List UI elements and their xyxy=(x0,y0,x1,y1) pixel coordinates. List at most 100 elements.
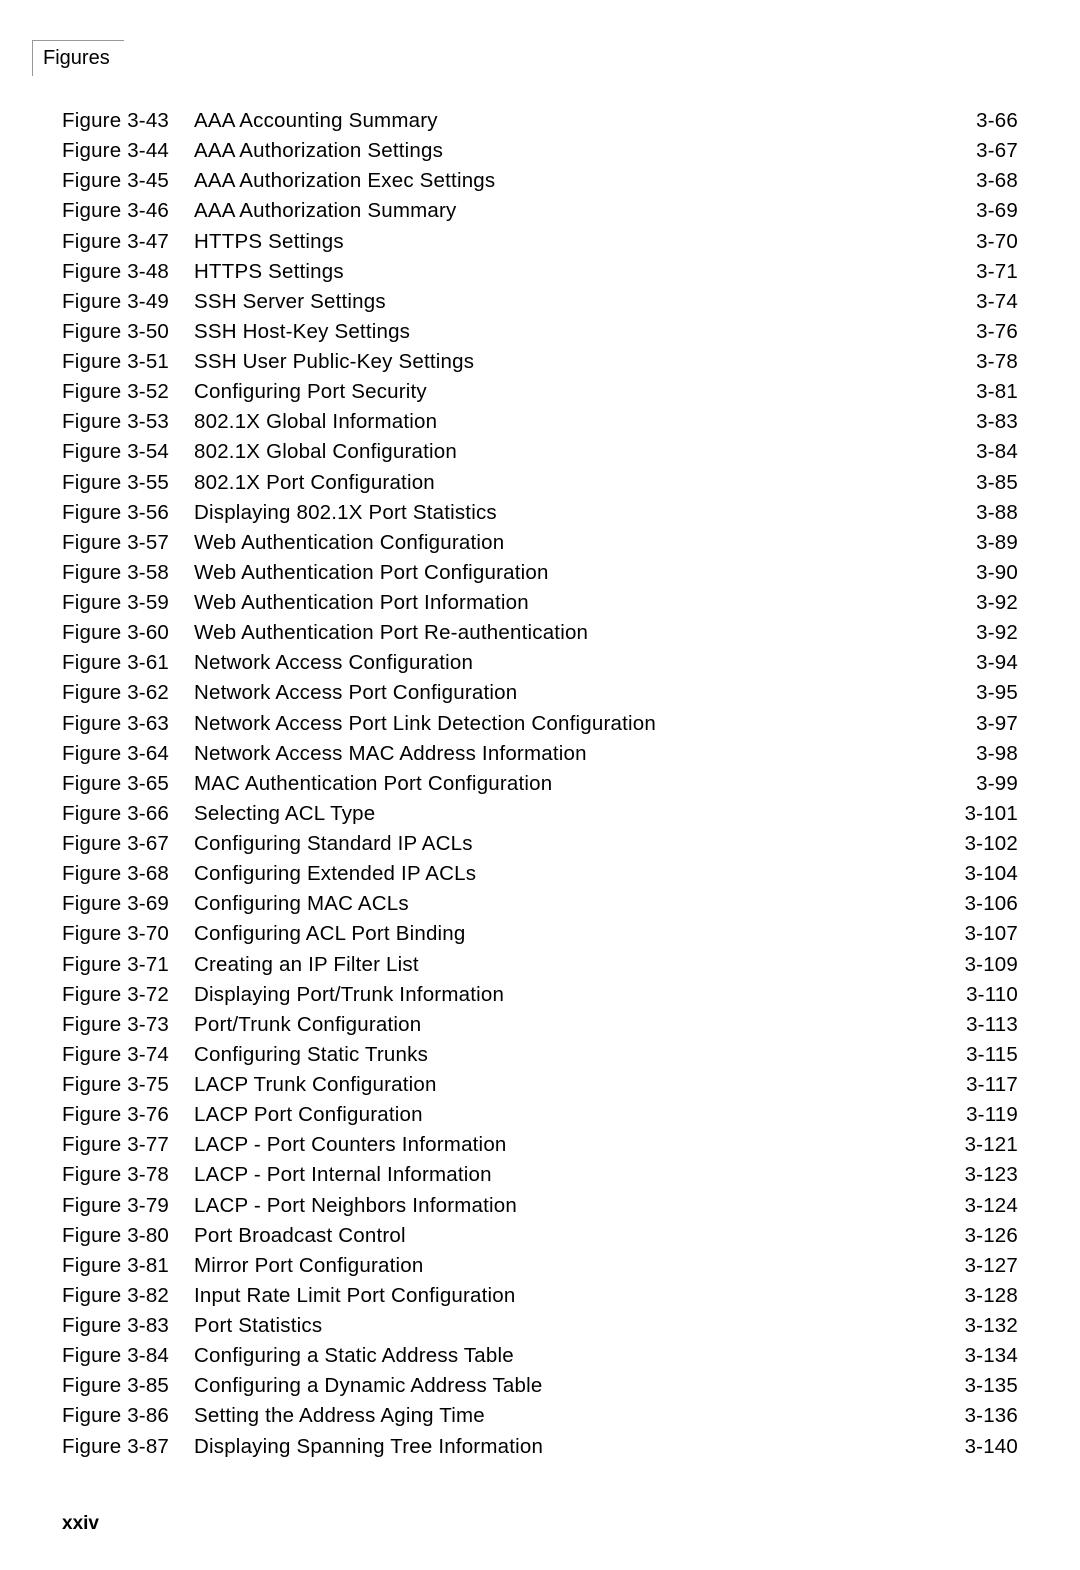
figure-row: Figure 3-63Network Access Port Link Dete… xyxy=(62,709,1018,739)
figure-title: Mirror Port Configuration xyxy=(194,1251,938,1281)
figure-page: 3-90 xyxy=(938,558,1018,588)
figure-page: 3-88 xyxy=(938,498,1018,528)
figure-row: Figure 3-87Displaying Spanning Tree Info… xyxy=(62,1432,1018,1462)
figure-page: 3-126 xyxy=(938,1221,1018,1251)
figure-title: HTTPS Settings xyxy=(194,257,938,287)
figure-page: 3-70 xyxy=(938,227,1018,257)
figure-page: 3-92 xyxy=(938,618,1018,648)
figure-page: 3-136 xyxy=(938,1401,1018,1431)
figure-title: Input Rate Limit Port Configuration xyxy=(194,1281,938,1311)
figure-label: Figure 3-72 xyxy=(62,980,194,1010)
figure-label: Figure 3-55 xyxy=(62,468,194,498)
figure-title: HTTPS Settings xyxy=(194,227,938,257)
figure-label: Figure 3-83 xyxy=(62,1311,194,1341)
figure-label: Figure 3-59 xyxy=(62,588,194,618)
figure-page: 3-104 xyxy=(938,859,1018,889)
figure-row: Figure 3-50SSH Host-Key Settings3-76 xyxy=(62,317,1018,347)
figure-title: Network Access Configuration xyxy=(194,648,938,678)
figure-page: 3-99 xyxy=(938,769,1018,799)
figure-title: Displaying Spanning Tree Information xyxy=(194,1432,938,1462)
figure-row: Figure 3-66Selecting ACL Type3-101 xyxy=(62,799,1018,829)
figure-label: Figure 3-77 xyxy=(62,1130,194,1160)
figure-label: Figure 3-67 xyxy=(62,829,194,859)
figure-page: 3-95 xyxy=(938,678,1018,708)
figure-title: Port Statistics xyxy=(194,1311,938,1341)
figure-label: Figure 3-71 xyxy=(62,950,194,980)
figure-page: 3-132 xyxy=(938,1311,1018,1341)
figure-page: 3-66 xyxy=(938,106,1018,136)
figure-page: 3-135 xyxy=(938,1371,1018,1401)
figure-label: Figure 3-65 xyxy=(62,769,194,799)
figure-row: Figure 3-59Web Authentication Port Infor… xyxy=(62,588,1018,618)
figure-title: Web Authentication Configuration xyxy=(194,528,938,558)
figure-label: Figure 3-81 xyxy=(62,1251,194,1281)
figure-row: Figure 3-62Network Access Port Configura… xyxy=(62,678,1018,708)
figure-label: Figure 3-87 xyxy=(62,1432,194,1462)
figure-page: 3-134 xyxy=(938,1341,1018,1371)
figure-label: Figure 3-58 xyxy=(62,558,194,588)
figure-title: Network Access MAC Address Information xyxy=(194,739,938,769)
figure-title: Configuring Static Trunks xyxy=(194,1040,938,1070)
figure-title: Port Broadcast Control xyxy=(194,1221,938,1251)
figure-label: Figure 3-46 xyxy=(62,196,194,226)
figure-title: LACP Trunk Configuration xyxy=(194,1070,938,1100)
figure-row: Figure 3-74Configuring Static Trunks3-11… xyxy=(62,1040,1018,1070)
figure-title: Web Authentication Port Configuration xyxy=(194,558,938,588)
figure-title: Network Access Port Configuration xyxy=(194,678,938,708)
figure-row: Figure 3-68Configuring Extended IP ACLs3… xyxy=(62,859,1018,889)
page-number: xxiv xyxy=(62,1513,99,1535)
figure-row: Figure 3-61Network Access Configuration3… xyxy=(62,648,1018,678)
figure-label: Figure 3-79 xyxy=(62,1191,194,1221)
figure-page: 3-69 xyxy=(938,196,1018,226)
figures-list: Figure 3-43AAA Accounting Summary3-66Fig… xyxy=(62,106,1018,1462)
figure-page: 3-98 xyxy=(938,739,1018,769)
figure-title: Configuring ACL Port Binding xyxy=(194,919,938,949)
figure-row: Figure 3-57Web Authentication Configurat… xyxy=(62,528,1018,558)
figure-row: Figure 3-49SSH Server Settings3-74 xyxy=(62,287,1018,317)
figure-label: Figure 3-45 xyxy=(62,166,194,196)
figure-row: Figure 3-45AAA Authorization Exec Settin… xyxy=(62,166,1018,196)
figure-label: Figure 3-51 xyxy=(62,347,194,377)
figure-row: Figure 3-84Configuring a Static Address … xyxy=(62,1341,1018,1371)
figure-label: Figure 3-66 xyxy=(62,799,194,829)
figure-page: 3-68 xyxy=(938,166,1018,196)
figure-label: Figure 3-78 xyxy=(62,1160,194,1190)
figure-label: Figure 3-64 xyxy=(62,739,194,769)
figure-label: Figure 3-82 xyxy=(62,1281,194,1311)
figure-title: 802.1X Global Information xyxy=(194,407,938,437)
figure-page: 3-92 xyxy=(938,588,1018,618)
figure-row: Figure 3-54802.1X Global Configuration3-… xyxy=(62,437,1018,467)
figure-row: Figure 3-56Displaying 802.1X Port Statis… xyxy=(62,498,1018,528)
figure-label: Figure 3-68 xyxy=(62,859,194,889)
figure-page: 3-89 xyxy=(938,528,1018,558)
figure-page: 3-85 xyxy=(938,468,1018,498)
figure-page: 3-140 xyxy=(938,1432,1018,1462)
figure-page: 3-119 xyxy=(938,1100,1018,1130)
figure-row: Figure 3-58Web Authentication Port Confi… xyxy=(62,558,1018,588)
figure-page: 3-67 xyxy=(938,136,1018,166)
figure-row: Figure 3-44AAA Authorization Settings3-6… xyxy=(62,136,1018,166)
figure-page: 3-83 xyxy=(938,407,1018,437)
figure-label: Figure 3-80 xyxy=(62,1221,194,1251)
figure-row: Figure 3-47HTTPS Settings3-70 xyxy=(62,227,1018,257)
figure-title: Displaying 802.1X Port Statistics xyxy=(194,498,938,528)
figure-row: Figure 3-55802.1X Port Configuration3-85 xyxy=(62,468,1018,498)
figure-title: Creating an IP Filter List xyxy=(194,950,938,980)
figure-row: Figure 3-70Configuring ACL Port Binding3… xyxy=(62,919,1018,949)
figure-page: 3-115 xyxy=(938,1040,1018,1070)
figure-row: Figure 3-76LACP Port Configuration3-119 xyxy=(62,1100,1018,1130)
figure-page: 3-124 xyxy=(938,1191,1018,1221)
figure-label: Figure 3-73 xyxy=(62,1010,194,1040)
figure-row: Figure 3-65MAC Authentication Port Confi… xyxy=(62,769,1018,799)
figure-title: LACP Port Configuration xyxy=(194,1100,938,1130)
figure-title: 802.1X Port Configuration xyxy=(194,468,938,498)
figure-label: Figure 3-74 xyxy=(62,1040,194,1070)
figure-label: Figure 3-75 xyxy=(62,1070,194,1100)
figure-title: LACP - Port Counters Information xyxy=(194,1130,938,1160)
figure-title: Configuring Extended IP ACLs xyxy=(194,859,938,889)
figure-label: Figure 3-69 xyxy=(62,889,194,919)
figure-label: Figure 3-86 xyxy=(62,1401,194,1431)
figure-title: SSH User Public-Key Settings xyxy=(194,347,938,377)
figure-page: 3-121 xyxy=(938,1130,1018,1160)
figure-title: Configuring MAC ACLs xyxy=(194,889,938,919)
